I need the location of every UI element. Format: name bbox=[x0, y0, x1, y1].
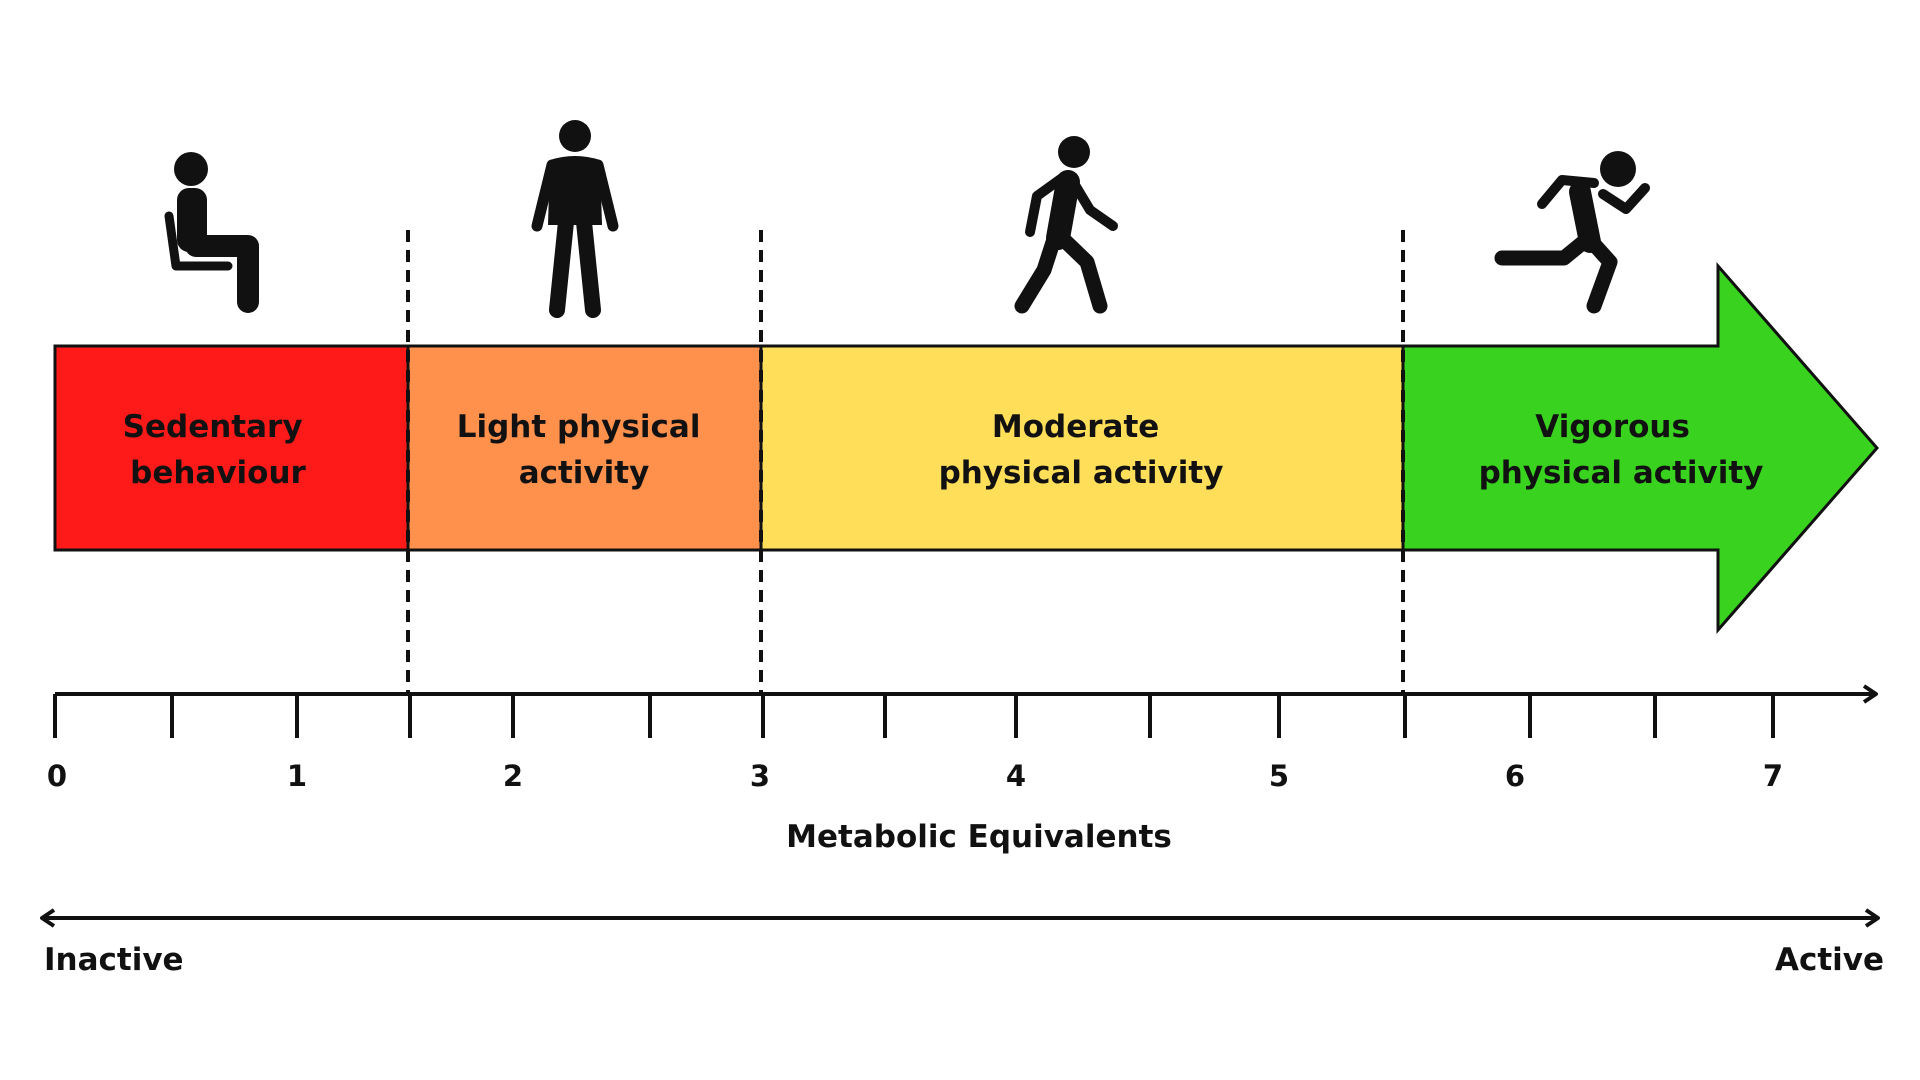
activity-arrow-left-head bbox=[40, 908, 56, 928]
band-vigorous-arrow bbox=[1401, 262, 1879, 634]
standing-person-icon bbox=[531, 120, 619, 318]
tick-label-6: 6 bbox=[1505, 759, 1525, 793]
band-light bbox=[406, 344, 763, 552]
band-moderate bbox=[759, 344, 1405, 552]
tick-label-3: 3 bbox=[750, 759, 770, 793]
tick-label-4: 4 bbox=[1006, 759, 1026, 793]
band-label-vigorous: Vigorous physical activity bbox=[1479, 409, 1764, 491]
tick-label-1: 1 bbox=[287, 759, 307, 793]
band-label-light-line1: Light physical bbox=[457, 409, 701, 445]
met-axis-arrowhead bbox=[1862, 684, 1878, 704]
band-label-sedentary-line2: behaviour bbox=[130, 455, 306, 491]
band-label-light-line2: activity bbox=[519, 455, 650, 491]
met-axis-title: Metabolic Equivalents bbox=[786, 819, 1172, 855]
tick-label-7: 7 bbox=[1763, 759, 1783, 793]
tick-label-2: 2 bbox=[503, 759, 523, 793]
active-label: Active bbox=[1775, 942, 1884, 978]
band-label-vigorous-line2: physical activity bbox=[1479, 455, 1764, 491]
band-label-sedentary-line1: Sedentary bbox=[123, 409, 303, 445]
inactive-label: Inactive bbox=[44, 942, 184, 978]
sitting-person-icon bbox=[164, 152, 259, 313]
tick-label-0: 0 bbox=[47, 759, 67, 793]
walking-person-icon bbox=[1014, 136, 1118, 314]
activity-arrow-right-head bbox=[1864, 908, 1880, 928]
band-label-sedentary: Sedentary behaviour bbox=[123, 409, 314, 491]
band-label-light: Light physical activity bbox=[457, 409, 712, 491]
band-label-moderate-line2: physical activity bbox=[939, 455, 1224, 491]
met-axis-ticks bbox=[53, 694, 1775, 738]
tick-label-5: 5 bbox=[1269, 759, 1289, 793]
band-label-vigorous-line1: Vigorous bbox=[1535, 409, 1690, 445]
band-sedentary bbox=[53, 344, 410, 552]
band-label-moderate-line1: Moderate bbox=[992, 409, 1159, 445]
band-label-moderate: Moderate physical activity bbox=[939, 409, 1224, 491]
running-person-icon bbox=[1494, 151, 1650, 314]
